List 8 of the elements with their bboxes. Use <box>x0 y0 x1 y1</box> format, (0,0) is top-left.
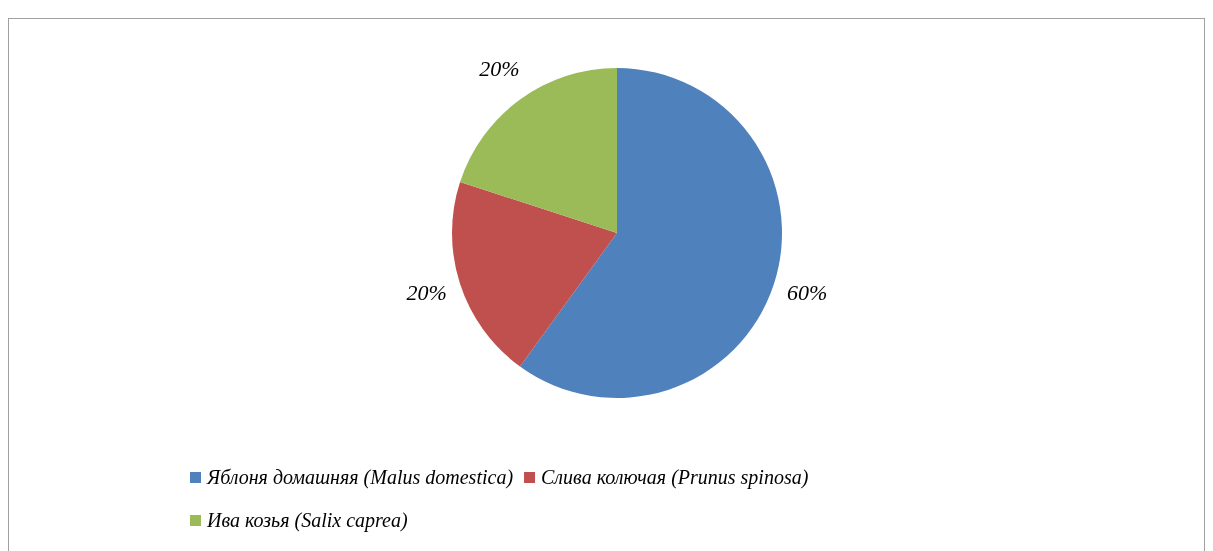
data-label: 20% <box>406 279 447 305</box>
data-label: 60% <box>787 279 828 305</box>
pie-slice <box>452 182 617 367</box>
data-label: 20% <box>479 56 520 82</box>
legend-label: Яблоня домашняя (Malus domestica) <box>206 465 514 489</box>
legend-label: Ива козья (Salix caprea) <box>206 508 408 532</box>
legend-label: Слива колючая (Prunus spinosa) <box>541 465 809 489</box>
pie-slice <box>520 68 782 398</box>
